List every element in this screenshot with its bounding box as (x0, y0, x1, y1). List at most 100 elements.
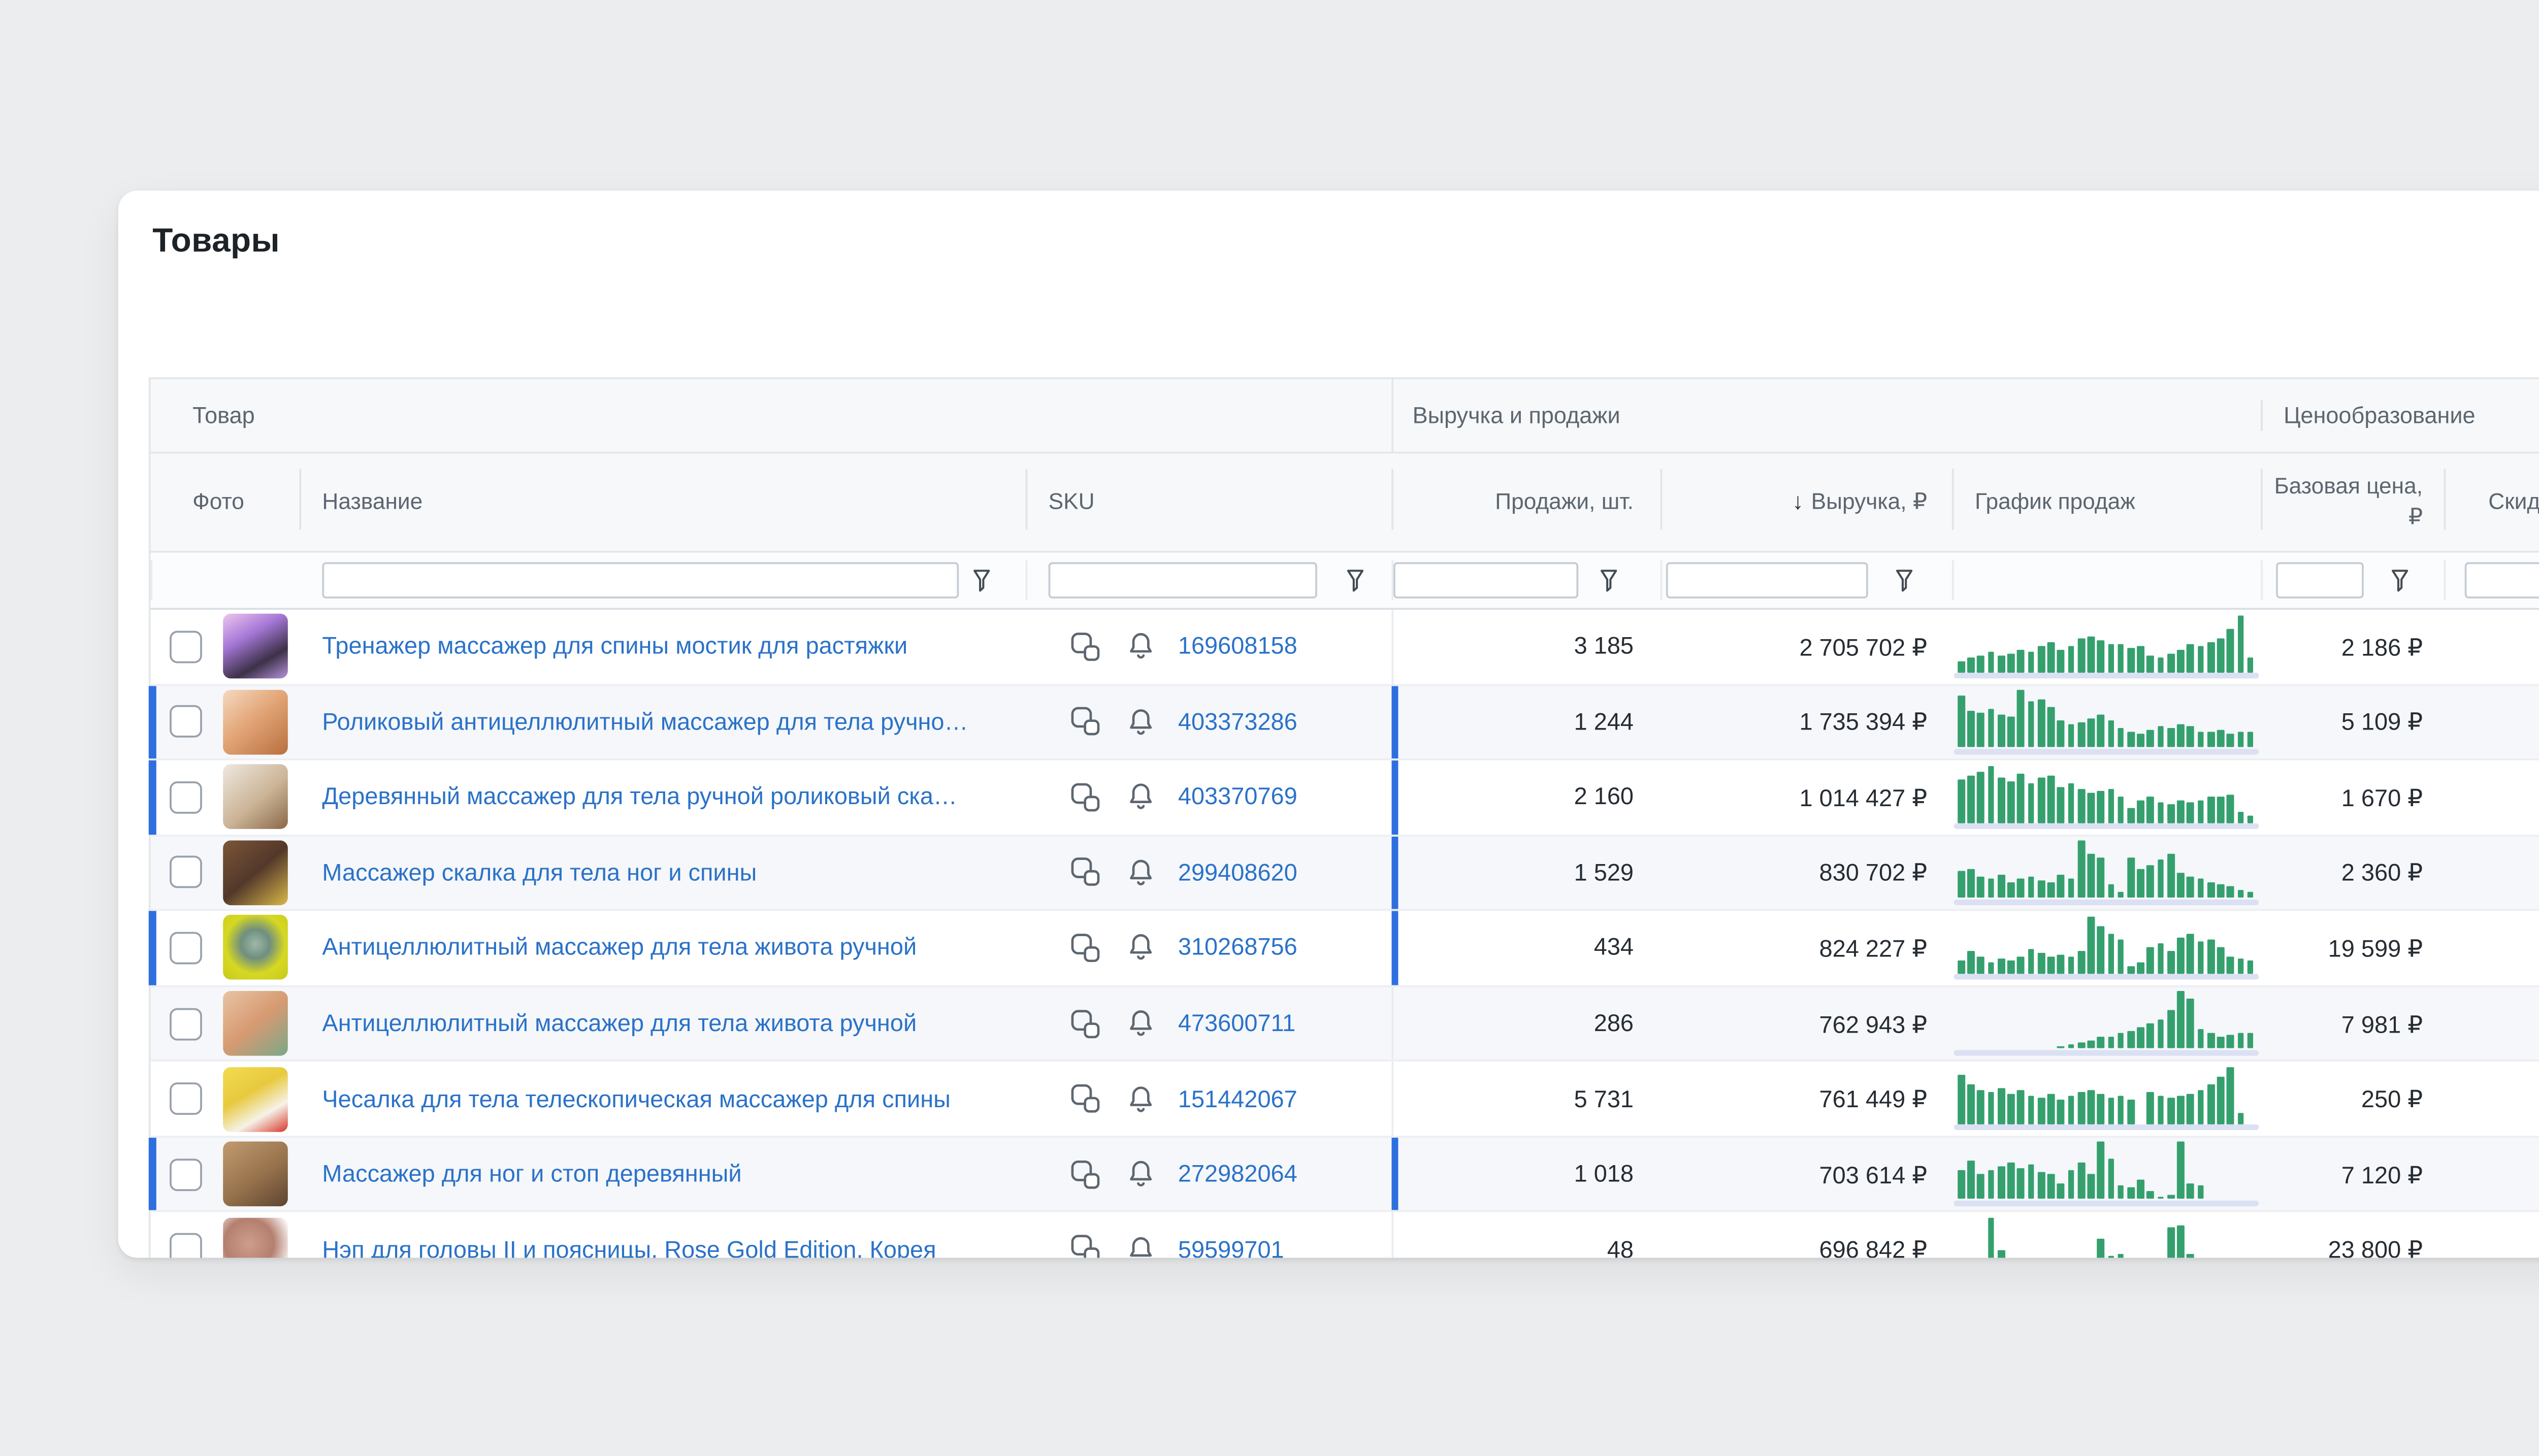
sales-chart (1958, 1067, 2254, 1124)
sales-filter-input[interactable] (1393, 562, 1578, 598)
base-price-filter-input[interactable] (2276, 562, 2364, 598)
row-checkbox[interactable] (170, 1007, 202, 1040)
sku-link[interactable]: 272982064 (1178, 1161, 1297, 1187)
photo-cell (212, 986, 300, 1060)
bell-icon[interactable] (1127, 1159, 1155, 1189)
sales-chart (1958, 991, 2254, 1049)
sku-link[interactable]: 299408620 (1178, 859, 1297, 886)
column-header-row: Фото Название SKU Продажи, шт. ↓ Выручка… (151, 453, 2539, 552)
filter-funnel-icon[interactable] (1599, 568, 1618, 593)
bell-icon[interactable] (1127, 857, 1155, 888)
row-checkbox[interactable] (170, 1233, 202, 1258)
product-photo[interactable] (223, 1066, 288, 1131)
product-photo[interactable] (223, 1217, 288, 1258)
checkbox-cell (151, 986, 212, 1060)
page-title: Товары (152, 221, 280, 261)
photo-cell (212, 836, 300, 910)
checkbox-cell (151, 1213, 212, 1258)
discount-value: 39% (2444, 1062, 2539, 1136)
col-sales[interactable]: Продажи, шт. (1391, 453, 1660, 550)
product-name-link[interactable]: Массажер для ног и стоп деревянный (322, 1161, 741, 1187)
row-checkbox[interactable] (170, 706, 202, 738)
bell-icon[interactable] (1127, 1008, 1155, 1039)
copy-icon[interactable] (1069, 631, 1102, 663)
revenue-filter-input[interactable] (1666, 562, 1868, 598)
product-photo[interactable] (223, 840, 288, 905)
filter-funnel-icon[interactable] (2390, 568, 2410, 593)
photo-cell (212, 1213, 300, 1258)
bell-icon[interactable] (1127, 632, 1155, 662)
filter-funnel-icon[interactable] (1346, 568, 1365, 593)
product-name-link[interactable]: Антицеллюлитный массажер для тела живота… (322, 935, 917, 962)
sku-link[interactable]: 169608158 (1178, 633, 1297, 660)
product-photo[interactable] (223, 689, 288, 754)
product-photo[interactable] (223, 765, 288, 830)
bell-icon[interactable] (1127, 1083, 1155, 1114)
product-name-link[interactable]: Антицеллюлитный массажер для тела живота… (322, 1010, 917, 1037)
bell-icon[interactable] (1127, 707, 1155, 737)
copy-icon[interactable] (1069, 1007, 1102, 1040)
col-name[interactable]: Название (299, 453, 1025, 550)
row-checkbox[interactable] (170, 781, 202, 814)
table-row: Роликовый антицеллюлитный массажер для т… (151, 685, 2539, 760)
copy-icon[interactable] (1069, 706, 1102, 738)
discount-filter-input[interactable] (2465, 562, 2539, 598)
sales-value: 48 (1391, 1213, 1660, 1258)
base-price-value: 250 ₽ (2261, 1062, 2444, 1136)
product-name-link[interactable]: Деревянный массажер для тела ручной роли… (322, 784, 957, 811)
bell-icon[interactable] (1127, 1234, 1155, 1258)
row-checkbox[interactable] (170, 932, 202, 964)
copy-icon[interactable] (1069, 781, 1102, 814)
name-filter-input[interactable] (322, 562, 959, 598)
row-checkbox[interactable] (170, 1158, 202, 1190)
photo-cell (212, 760, 300, 834)
product-name-link[interactable]: Роликовый антицеллюлитный массажер для т… (322, 709, 968, 736)
sku-link[interactable]: 403370769 (1178, 784, 1297, 811)
copy-icon[interactable] (1069, 1233, 1102, 1258)
sku-filter-input[interactable] (1049, 562, 1317, 598)
filter-funnel-icon[interactable] (972, 568, 991, 593)
col-revenue[interactable]: ↓ Выручка, ₽ (1661, 453, 1952, 550)
filter-funnel-icon[interactable] (1895, 568, 1914, 593)
products-table: Товар Выручка и продажи Ценообразование … (149, 377, 2539, 1258)
product-photo[interactable] (223, 614, 288, 679)
sku-link[interactable]: 59599701 (1178, 1236, 1284, 1258)
checkbox-cell (151, 1137, 212, 1211)
checkbox-cell (151, 610, 212, 683)
product-photo[interactable] (223, 991, 288, 1056)
checkbox-cell (151, 685, 212, 759)
product-name-link[interactable]: Чесалка для тела телескопическая массаже… (322, 1085, 950, 1112)
copy-icon[interactable] (1069, 932, 1102, 964)
discount-value: 71% (2444, 685, 2539, 759)
product-photo[interactable] (223, 1142, 288, 1207)
filter-cell-name (151, 553, 1026, 608)
sku-link[interactable]: 473600711 (1178, 1010, 1295, 1037)
sales-chart-cell (1952, 1137, 2261, 1211)
sku-cell: 272982064 (1026, 1137, 1392, 1211)
sku-link[interactable]: 403373286 (1178, 709, 1297, 736)
product-name-link[interactable]: Нэп для головы II и поясницы, Rose Gold … (322, 1236, 936, 1258)
product-photo[interactable] (223, 916, 288, 981)
revenue-value: 761 449 ₽ (1661, 1062, 1952, 1136)
copy-icon[interactable] (1069, 856, 1102, 889)
bell-icon[interactable] (1127, 782, 1155, 812)
copy-icon[interactable] (1069, 1158, 1102, 1190)
sku-link[interactable]: 151442067 (1178, 1085, 1297, 1112)
col-sku[interactable]: SKU (1026, 453, 1392, 550)
copy-icon[interactable] (1069, 1082, 1102, 1115)
chart-baseline (1954, 899, 2259, 905)
photo-cell (212, 685, 300, 759)
product-name-link[interactable]: Тренажер массажер для спины мостик для р… (322, 633, 907, 660)
col-sales-chart[interactable]: График продаж (1952, 453, 2261, 550)
row-checkbox[interactable] (170, 1082, 202, 1115)
col-discount[interactable]: Скидка, % (2444, 453, 2539, 550)
bell-icon[interactable] (1127, 933, 1155, 963)
base-price-value: 2 186 ₽ (2261, 610, 2444, 683)
row-checkbox[interactable] (170, 856, 202, 889)
checkbox-cell (151, 760, 212, 834)
base-price-value: 2 360 ₽ (2261, 836, 2444, 910)
col-base-price[interactable]: Базовая цена, ₽ (2261, 453, 2444, 550)
row-checkbox[interactable] (170, 631, 202, 663)
product-name-link[interactable]: Массажер скалка для тела ног и спины (322, 859, 757, 886)
sku-link[interactable]: 310268756 (1178, 935, 1297, 962)
